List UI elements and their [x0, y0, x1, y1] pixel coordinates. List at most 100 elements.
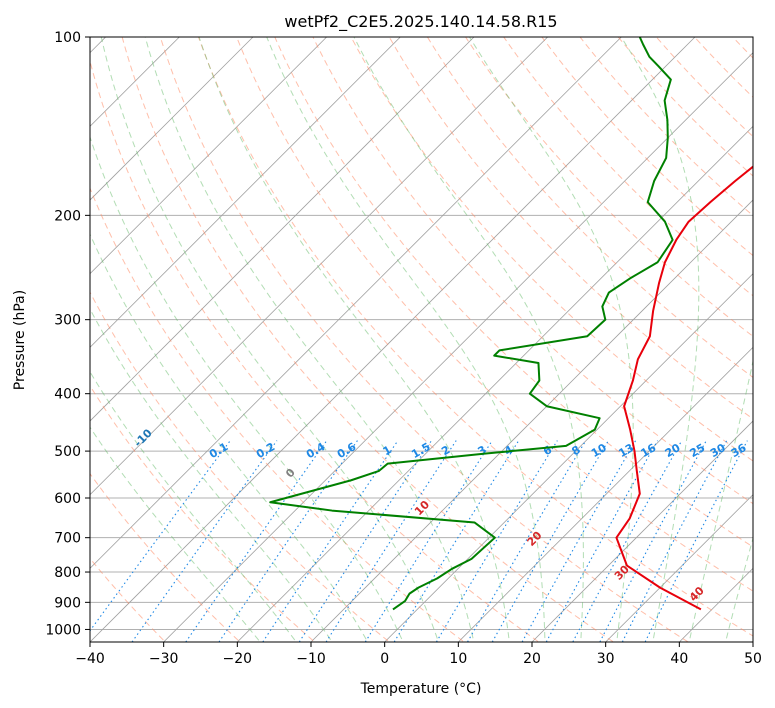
mixing-ratio-label: 0.1 [207, 440, 230, 461]
y-tick-label: 500 [54, 444, 81, 460]
y-tick-label: 800 [54, 565, 81, 581]
moist-adiabat-line [353, 37, 584, 642]
isotherm-line [605, 494, 753, 642]
dry-adiabat-line [350, 37, 753, 462]
mixing-ratio-line [491, 440, 609, 642]
x-axis-ticks: −40 −30 −20 −10 0 10 20 30 40 50 [75, 642, 762, 667]
isotherm-line [90, 37, 696, 642]
chart-title: wetPf2_C2E5.2025.140.14.58.R15 [284, 12, 557, 32]
y-tick-label: 300 [54, 313, 81, 329]
moist-adiabat-line [725, 536, 753, 642]
isotherm-line [90, 37, 401, 348]
mixing-ratio-line [644, 440, 748, 642]
temperature-profile-line [615, 165, 753, 611]
dry-adiabat-line [731, 37, 753, 59]
isotherm-line [90, 37, 622, 569]
dry-adiabat-line [90, 186, 465, 642]
isotherm-line [458, 346, 753, 642]
isotherm-line [90, 37, 327, 275]
x-tick-label: 20 [523, 651, 541, 667]
moist-adiabat-line [198, 37, 510, 642]
plot-frame [89, 36, 754, 643]
moist-adiabat-line [90, 233, 369, 642]
dry-adiabat-line [759, 24, 775, 647]
dry-adiabat-line [464, 37, 753, 337]
isotherm-line [90, 37, 254, 201]
mixing-ratio-line [298, 440, 432, 642]
moist-adiabat-line [90, 426, 261, 642]
isotherm-line [90, 37, 475, 422]
isotherm-line [531, 420, 753, 642]
moist-adiabat-line [90, 308, 333, 642]
moist-adiabat-label: 30 [612, 562, 632, 582]
isotherm-lines [90, 37, 753, 642]
mixing-ratio-line [131, 440, 278, 642]
mixing-ratio-label: 6 [541, 443, 554, 458]
moist-adiabat-label: 0 [283, 466, 298, 481]
mixing-ratio-label: 1.5 [409, 440, 432, 461]
y-tick-label: 400 [54, 387, 81, 403]
dry-adiabat-line [197, 37, 753, 637]
moist-adiabat-lines [90, 37, 753, 642]
mixing-ratio-line [325, 440, 457, 642]
y-axis-title: Pressure (hPa) [12, 290, 28, 390]
moist-adiabat-line [468, 37, 634, 642]
mixing-ratio-label: 10 [589, 441, 609, 460]
isotherm-line [384, 273, 753, 642]
moist-adiabat-line [266, 37, 546, 642]
x-tick-label: 30 [597, 651, 615, 667]
mixing-ratio-line [467, 440, 587, 642]
mixing-ratio-line [572, 440, 683, 642]
dewpoint-profile-line [269, 37, 674, 611]
x-tick-label: 50 [744, 651, 762, 667]
x-tick-label: 0 [380, 651, 389, 667]
y-tick-label: 900 [54, 595, 81, 611]
dry-adiabat-line [541, 37, 753, 257]
mixing-ratio-line [599, 440, 707, 642]
dry-adiabat-line [655, 37, 753, 138]
x-axis-title: Temperature (°C) [360, 681, 482, 697]
moist-adiabat-line [100, 37, 439, 642]
mixing-ratio-label: 0.6 [335, 440, 359, 461]
mixing-ratio-line [393, 440, 520, 642]
isotherm-line [679, 567, 753, 642]
dry-adiabat-line [90, 59, 540, 642]
moist-adiabat-line [90, 135, 404, 642]
x-tick-label: 10 [449, 651, 467, 667]
dry-adiabat-lines [90, 24, 775, 647]
sounding-profiles [269, 37, 753, 611]
dry-adiabat-line [90, 472, 241, 642]
moist-adiabat-line [144, 37, 475, 642]
mixing-ratio-line [185, 440, 328, 642]
y-tick-label: 600 [54, 491, 81, 507]
mixing-ratio-line [521, 440, 637, 642]
dry-adiabat-label: -10 [132, 426, 155, 449]
y-tick-label: 700 [54, 531, 81, 547]
isotherm-line [752, 641, 753, 642]
dry-adiabat-line [274, 37, 753, 548]
dry-adiabat-line [617, 37, 753, 177]
dry-adiabat-line [90, 384, 316, 642]
dry-adiabat-line [312, 37, 753, 505]
dry-adiabat-line [388, 37, 753, 420]
isotherm-line [237, 125, 753, 642]
mixing-ratio-line [621, 440, 728, 642]
dry-adiabat-line [426, 37, 753, 379]
dry-adiabat-line [236, 37, 753, 592]
moist-adiabat-label: 20 [525, 529, 545, 549]
dry-adiabat-line [579, 37, 753, 217]
mixing-ratio-line [435, 440, 558, 642]
y-tick-label: 200 [54, 208, 81, 224]
mixing-ratio-label: 30 [708, 441, 728, 460]
mixing-ratio-line [364, 440, 493, 642]
y-tick-label: 1000 [45, 622, 81, 638]
x-tick-label: −40 [75, 651, 105, 667]
isotherm-line [163, 52, 753, 642]
dry-adiabat-line [159, 37, 690, 642]
y-axis-ticks: 100 200 300 400 500 600 700 800 900 1000 [45, 30, 90, 638]
isotherm-line [90, 37, 548, 496]
dry-adiabat-line [121, 37, 615, 642]
x-tick-label: −30 [149, 651, 179, 667]
